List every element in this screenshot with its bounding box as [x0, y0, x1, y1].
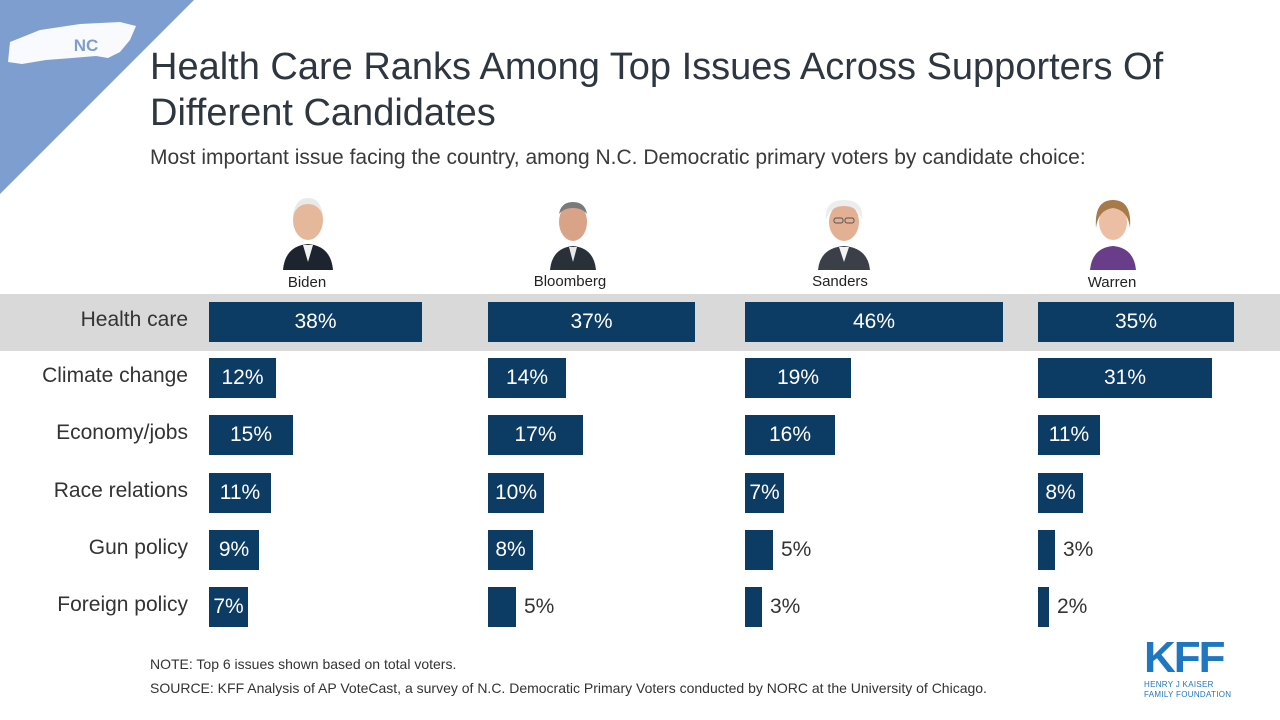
data-label-biden-foreign-policy: 7% [213, 595, 244, 618]
bar-sanders-economy-jobs [745, 415, 835, 455]
footnote: NOTE: Top 6 issues shown based on total … [150, 656, 457, 672]
kff-logo: KFF HENRY J KAISER FAMILY FOUNDATION [1144, 636, 1240, 700]
candidate-name-sanders: Sanders [812, 273, 868, 290]
state-corner-badge: NC [0, 0, 194, 194]
bloomberg-portrait-icon [550, 202, 596, 270]
bar-biden-gun-policy [209, 530, 259, 570]
bar-sanders-foreign-policy [745, 587, 762, 627]
data-label-sanders-foreign-policy: 3% [770, 595, 801, 618]
data-label-sanders-health-care: 46% [852, 310, 896, 333]
bar-bloomberg-foreign-policy [488, 587, 516, 627]
bar-bloomberg-health-care [488, 302, 695, 342]
data-label-sanders-gun-policy: 5% [781, 538, 812, 561]
state-abbr: NC [74, 36, 99, 55]
candidate-name-warren: Warren [1087, 274, 1137, 291]
bar-sanders-health-care [745, 302, 1003, 342]
chart-subtitle: Most important issue facing the country,… [150, 146, 1086, 169]
data-label-bloomberg-foreign-policy: 5% [524, 595, 555, 618]
data-label-biden-gun-policy: 9% [218, 538, 250, 561]
data-label-warren-climate-change: 31% [1103, 366, 1147, 389]
category-label-health-care: Health care [80, 308, 188, 331]
data-label-warren-health-care: 35% [1114, 310, 1158, 333]
data-label-sanders-race-relations: 7% [749, 481, 780, 504]
bar-sanders-climate-change [745, 358, 851, 398]
data-label-sanders-economy-jobs: 16% [768, 423, 812, 446]
bar-biden-climate-change [209, 358, 276, 398]
data-label-bloomberg-climate-change: 14% [505, 366, 549, 389]
data-label-bloomberg-health-care: 37% [570, 310, 613, 333]
bar-bloomberg-race-relations [488, 473, 544, 513]
warren-portrait-icon [1090, 200, 1136, 270]
data-label-warren-foreign-policy: 2% [1057, 595, 1088, 618]
category-label-gun-policy: Gun policy [88, 536, 188, 559]
data-label-biden-economy-jobs: 15% [229, 423, 273, 446]
bar-bloomberg-economy-jobs [488, 415, 583, 455]
bar-sanders-race-relations [745, 473, 784, 513]
bar-warren-race-relations [1038, 473, 1083, 513]
candidate-name-biden: Biden [287, 274, 327, 291]
category-label-economy-jobs: Economy/jobs [56, 421, 188, 444]
bar-sanders-gun-policy [745, 530, 773, 570]
data-label-warren-gun-policy: 3% [1063, 538, 1094, 561]
north-carolina-map-icon [8, 22, 136, 64]
bar-warren-economy-jobs [1038, 415, 1100, 455]
biden-portrait-icon [283, 198, 333, 270]
bar-warren-gun-policy [1038, 530, 1055, 570]
category-label-foreign-policy: Foreign policy [57, 593, 188, 616]
data-label-biden-health-care: 38% [294, 310, 337, 333]
bar-biden-economy-jobs [209, 415, 293, 455]
kff-logo-mark: KFF [1144, 633, 1226, 682]
bar-warren-foreign-policy [1038, 587, 1049, 627]
data-label-bloomberg-economy-jobs: 17% [514, 423, 557, 446]
chart-title: Health Care Ranks Among Top Issues Acros… [150, 46, 1164, 134]
data-label-warren-race-relations: 8% [1045, 481, 1076, 504]
category-label-race-relations: Race relations [53, 479, 188, 502]
kff-logo-line1: HENRY J KAISER [1144, 680, 1214, 689]
source-note: SOURCE: KFF Analysis of AP VoteCast, a s… [150, 680, 987, 696]
kff-logo-line2: FAMILY FOUNDATION [1144, 690, 1232, 699]
data-label-biden-climate-change: 12% [221, 366, 264, 389]
data-label-bloomberg-gun-policy: 8% [495, 538, 526, 561]
data-label-warren-economy-jobs: 11% [1048, 423, 1090, 446]
bar-biden-race-relations [209, 473, 271, 513]
bar-warren-health-care [1038, 302, 1234, 342]
bar-biden-health-care [209, 302, 422, 342]
category-label-climate-change: Climate change [42, 364, 188, 387]
bar-warren-climate-change [1038, 358, 1212, 398]
bar-bloomberg-gun-policy [488, 530, 533, 570]
data-label-biden-race-relations: 11% [219, 481, 261, 504]
sanders-portrait-icon [818, 200, 870, 270]
bar-bloomberg-climate-change [488, 358, 566, 398]
data-label-sanders-climate-change: 19% [776, 366, 820, 389]
candidate-name-bloomberg: Bloomberg [533, 273, 607, 290]
data-label-bloomberg-race-relations: 10% [494, 481, 538, 504]
bar-biden-foreign-policy [209, 587, 248, 627]
